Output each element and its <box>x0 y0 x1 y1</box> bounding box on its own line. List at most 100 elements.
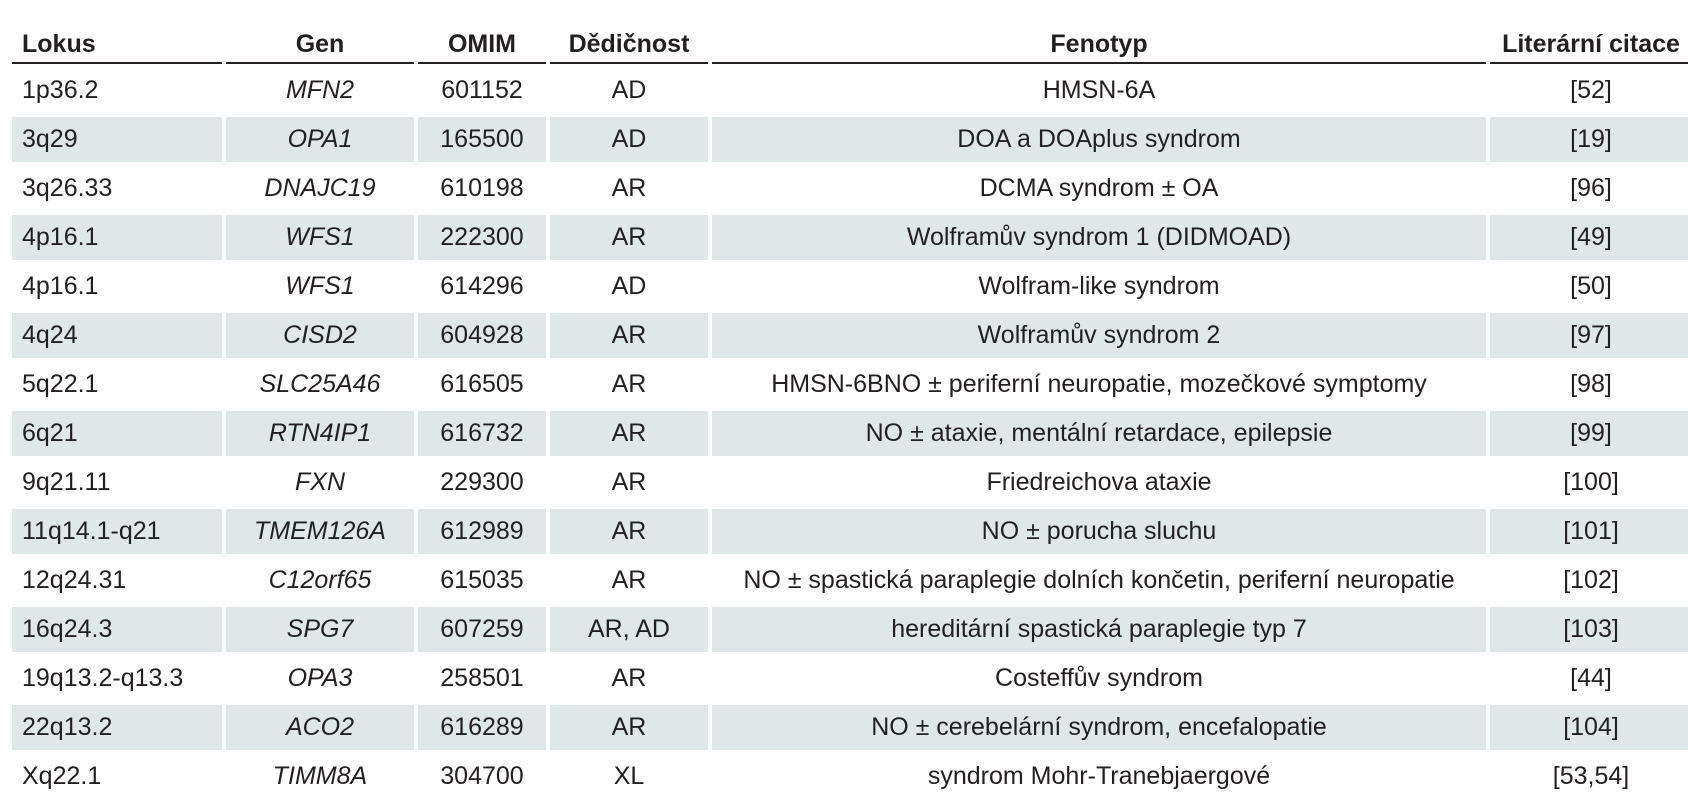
cell-omim: 229300 <box>440 468 524 496</box>
cell-locus: 4p16.1 <box>12 215 222 260</box>
cell-phenotype: hereditární spastická paraplegie typ 7 <box>712 607 1486 652</box>
cell-phenotype: HMSN-6A <box>1042 76 1156 104</box>
cell-phenotype: Wolfram-like syndrom <box>978 272 1220 300</box>
gene-table: Lokus Gen OMIM Dědičnost Fenotyp Literár… <box>8 22 1688 803</box>
cell-locus: 3q29 <box>12 117 222 162</box>
cell-omim: 601152 <box>441 76 523 104</box>
cell-phenotype: NO ± porucha sluchu <box>712 509 1486 554</box>
cell-phenotype: Costeffův syndrom <box>995 664 1203 692</box>
cell-locus: 4q24 <box>12 313 222 358</box>
table-row: 3q29 OPA1 165500 AD DOA a DOAplus syndrom [19… <box>12 117 1688 162</box>
cell-locus: Xq22.1 <box>22 762 102 790</box>
cell-citation: [102] <box>1563 566 1619 594</box>
cell-gene: MFN2 <box>285 76 355 104</box>
table-row: 3q26.33 DNAJC19 610198 AR DCMA syndrom ± OA [… <box>12 166 1688 211</box>
cell-locus: 12q24.31 <box>22 566 127 594</box>
table-row: 19q13.2-q13.3 OPA3 258501 AR Costeffův syndr… <box>12 656 1688 701</box>
cell-citation: [97] <box>1490 313 1688 358</box>
cell-phenotype: NO ± cerebelární syndrom, encefalopatie <box>712 705 1486 750</box>
cell-gene: TIMM8A <box>272 762 368 790</box>
table-row: Xq22.1 TIMM8A 304700 XL syndrom Mohr-Tranebj… <box>12 754 1688 799</box>
cell-gene: ACO2 <box>226 705 414 750</box>
cell-gene: SLC25A46 <box>259 370 381 398</box>
header-phenotype: Fenotyp <box>712 26 1486 64</box>
table-row: 6q21 RTN4IP1 616732 AR NO ± ataxie, mentální… <box>12 411 1688 456</box>
header-omim: OMIM <box>418 26 546 64</box>
cell-phenotype: HMSN-6BNO ± periferní neuropatie, mozečk… <box>771 370 1427 398</box>
cell-locus: 1p36.2 <box>22 76 99 104</box>
cell-citation: [98] <box>1570 370 1612 398</box>
cell-phenotype: syndrom Mohr-Tranebjaergové <box>927 762 1271 790</box>
cell-inheritance: AD <box>550 117 708 162</box>
cell-locus: 4p16.1 <box>22 272 99 300</box>
cell-phenotype: DCMA syndrom ± OA <box>979 174 1219 202</box>
cell-citation: [100] <box>1563 468 1619 496</box>
header-inheritance: Dědičnost <box>550 26 708 64</box>
header-gene: Gen <box>226 26 414 64</box>
cell-inheritance: AR <box>550 705 708 750</box>
cell-citation: [19] <box>1490 117 1688 162</box>
cell-gene: SPG7 <box>226 607 414 652</box>
table-row: 11q14.1-q21 TMEM126A 612989 AR NO ± porucha … <box>12 509 1688 554</box>
cell-citation: [49] <box>1490 215 1688 260</box>
cell-omim: 616289 <box>418 705 546 750</box>
cell-citation: [103] <box>1490 607 1688 652</box>
cell-locus: 5q22.1 <box>22 370 99 398</box>
cell-phenotype: Friedreichova ataxie <box>986 468 1212 496</box>
table-row: 12q24.31 C12orf65 615035 AR NO ± spastická p… <box>12 558 1688 603</box>
cell-omim: 616505 <box>440 370 524 398</box>
cell-phenotype: NO ± spastická paraplegie dolních končet… <box>743 566 1455 594</box>
cell-inheritance: AR <box>611 566 647 594</box>
cell-inheritance: AR <box>550 313 708 358</box>
cell-inheritance: AD <box>611 76 647 104</box>
cell-phenotype: NO ± ataxie, mentální retardace, epileps… <box>712 411 1486 456</box>
cell-inheritance: AD <box>611 272 647 300</box>
cell-inheritance: AR <box>611 468 647 496</box>
cell-gene: C12orf65 <box>268 566 372 594</box>
cell-locus: 11q14.1-q21 <box>12 509 222 554</box>
table-row: 16q24.3 SPG7 607259 AR, AD hereditární spast… <box>12 607 1688 652</box>
table-row: 4p16.1 WFS1 222300 AR Wolframův syndrom 1 (D… <box>12 215 1688 260</box>
cell-gene: OPA1 <box>226 117 414 162</box>
cell-inheritance: XL <box>613 762 645 790</box>
cell-omim: 222300 <box>418 215 546 260</box>
table-row: 4p16.1 WFS1 614296 AD Wolfram-like syndrom [5… <box>12 264 1688 309</box>
cell-locus: 3q26.33 <box>22 174 113 202</box>
cell-locus: 9q21.11 <box>22 468 111 496</box>
cell-citation: [44] <box>1570 664 1612 692</box>
cell-inheritance: AR <box>611 664 647 692</box>
table-row: 4q24 CISD2 604928 AR Wolframův syndrom 2 [97] <box>12 313 1688 358</box>
cell-locus: 16q24.3 <box>12 607 222 652</box>
cell-locus: 22q13.2 <box>12 705 222 750</box>
cell-inheritance: AR, AD <box>550 607 708 652</box>
cell-gene: OPA3 <box>287 664 353 692</box>
cell-omim: 616732 <box>418 411 546 456</box>
cell-gene: CISD2 <box>226 313 414 358</box>
gene-table-container: Lokus Gen OMIM Dědičnost Fenotyp Literár… <box>12 22 1688 803</box>
cell-locus: 19q13.2-q13.3 <box>22 664 184 692</box>
cell-omim: 304700 <box>440 762 524 790</box>
cell-locus: 6q21 <box>12 411 222 456</box>
header-locus: Lokus <box>12 26 222 64</box>
cell-omim: 612989 <box>418 509 546 554</box>
cell-gene: WFS1 <box>285 272 355 300</box>
header-citation: Literární citace <box>1490 26 1688 64</box>
cell-omim: 614296 <box>440 272 524 300</box>
table-row: 5q22.1 SLC25A46 616505 AR HMSN-6BNO ± perife… <box>12 362 1688 407</box>
cell-omim: 607259 <box>418 607 546 652</box>
cell-citation: [52] <box>1570 76 1612 104</box>
cell-gene: FXN <box>295 468 345 496</box>
cell-omim: 604928 <box>418 313 546 358</box>
cell-inheritance: AR <box>611 174 647 202</box>
cell-omim: 615035 <box>440 566 524 594</box>
cell-omim: 165500 <box>418 117 546 162</box>
cell-inheritance: AR <box>550 509 708 554</box>
cell-gene: TMEM126A <box>226 509 414 554</box>
table-body: 1p36.2 MFN2 601152 AD HMSN-6A [52] 3q29 OPA1 165… <box>12 68 1688 799</box>
cell-inheritance: AR <box>611 370 647 398</box>
cell-phenotype: Wolframův syndrom 1 (DIDMOAD) <box>712 215 1486 260</box>
cell-gene: WFS1 <box>226 215 414 260</box>
table-row: 9q21.11 FXN 229300 AR Friedreichova ataxie [1… <box>12 460 1688 505</box>
cell-gene: RTN4IP1 <box>226 411 414 456</box>
cell-phenotype: Wolframův syndrom 2 <box>712 313 1486 358</box>
